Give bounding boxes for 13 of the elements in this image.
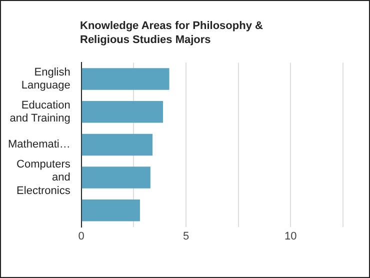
bar [82, 166, 150, 188]
y-tick-label: Education and Training [10, 99, 70, 124]
x-tick-label: 5 [182, 230, 190, 242]
y-tick-label: Computers and Electronics [16, 158, 71, 197]
bar [82, 68, 170, 90]
bar [82, 199, 140, 222]
y-tick-label: Mathemati… [8, 138, 70, 151]
chart-title: Knowledge Areas for Philosophy & Religious Studies Majors [80, 19, 264, 47]
x-tick-label: 10 [284, 230, 297, 242]
bar [82, 134, 153, 156]
bar [82, 100, 163, 123]
y-tick-label: English Language [21, 66, 70, 92]
x-tick-label: 0 [78, 230, 84, 242]
